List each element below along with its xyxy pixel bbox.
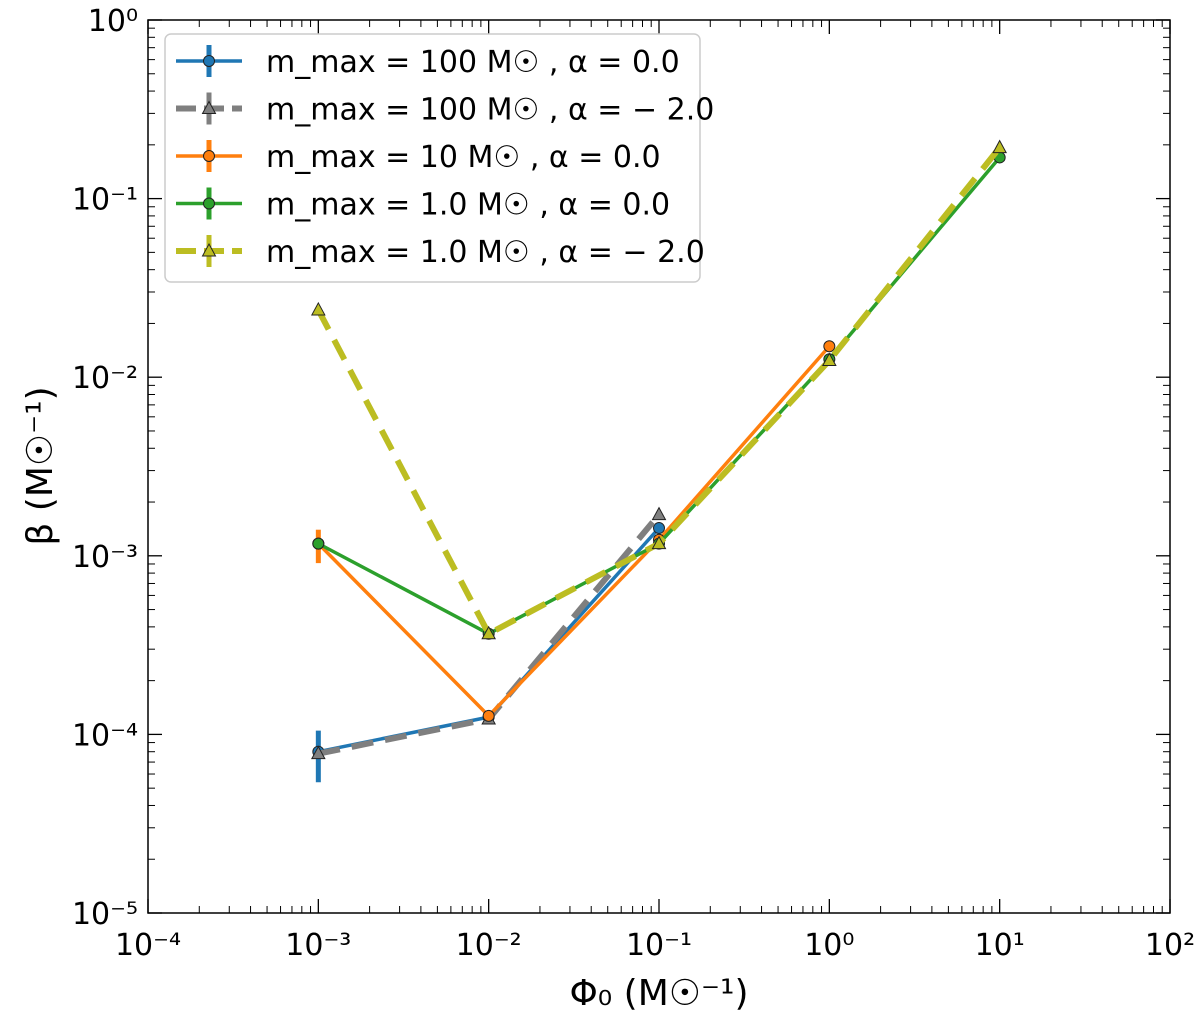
legend-label: m_max = 10 M☉ , α = 0.0 [266, 140, 661, 175]
x-tick-label: 10⁻² [456, 928, 522, 963]
y-tick-label: 10⁰ [88, 4, 138, 39]
legend-entry: m_max = 10 M☉ , α = 0.0 [176, 140, 661, 175]
legend-marker [203, 55, 215, 67]
data-point [651, 506, 667, 521]
data-point [481, 625, 497, 640]
y-tick-label: 10⁻² [72, 361, 138, 396]
y-tick-label: 10⁻¹ [72, 183, 138, 218]
data-point [821, 352, 837, 367]
legend-marker [201, 242, 217, 257]
y-tick-label: 10⁻⁵ [72, 897, 138, 932]
legend-entry: m_max = 1.0 M☉ , α = 0.0 [176, 187, 670, 223]
legend: m_max = 100 M☉ , α = 0.0 m_max = 100 M☉ ,… [164, 33, 714, 283]
axis-ticks: 10⁻⁴ 10⁻³ 10⁻² 10⁻¹ 10⁰ 10¹ 10²10⁻⁵10⁻⁴10⁻³10⁻… [72, 4, 1195, 963]
data-point [823, 340, 836, 353]
x-tick-label: 10⁻⁴ [115, 928, 181, 963]
data-point [992, 139, 1008, 154]
x-tick-label: 10⁻¹ [626, 928, 692, 963]
legend-label: m_max = 1.0 M☉ , α = 0.0 [266, 188, 670, 223]
series-4 [310, 139, 1008, 640]
data-point [310, 745, 326, 760]
legend-entry: m_max = 100 M☉ , α = − 2.0 [176, 92, 714, 128]
data-point [312, 537, 325, 550]
x-tick-label: 10⁻³ [285, 928, 351, 963]
data-point [651, 535, 667, 550]
data-point [310, 301, 326, 316]
series-2 [312, 340, 836, 722]
legend-marker [201, 100, 217, 114]
legend-box [164, 33, 701, 283]
data-point [482, 709, 495, 722]
y-tick-label: 10⁻⁴ [72, 718, 138, 753]
legend-label: m_max = 100 M☉ , α = − 2.0 [266, 93, 714, 128]
legend-entry: m_max = 1.0 M☉ , α = − 2.0 [176, 235, 705, 270]
y-tick-label: 10⁻³ [72, 540, 138, 575]
plot-marks [310, 139, 1008, 783]
legend-label: m_max = 1.0 M☉ , α = − 2.0 [266, 235, 705, 270]
legend-label: m_max = 100 M☉ , α = 0.0 [266, 45, 680, 80]
legend-marker [203, 150, 215, 162]
y-axis-label: β (M☉⁻¹) [20, 386, 61, 545]
x-tick-label: 10¹ [975, 928, 1025, 963]
x-tick-label: 10² [1145, 928, 1195, 963]
data-point [653, 522, 665, 535]
x-axis-label: Φ₀ (M☉⁻¹) [569, 973, 748, 1014]
series-line [317, 345, 831, 719]
legend-entry: m_max = 100 M☉ , α = 0.0 [176, 45, 680, 80]
legend-marker [203, 197, 215, 210]
x-tick-label: 10⁰ [804, 928, 854, 963]
